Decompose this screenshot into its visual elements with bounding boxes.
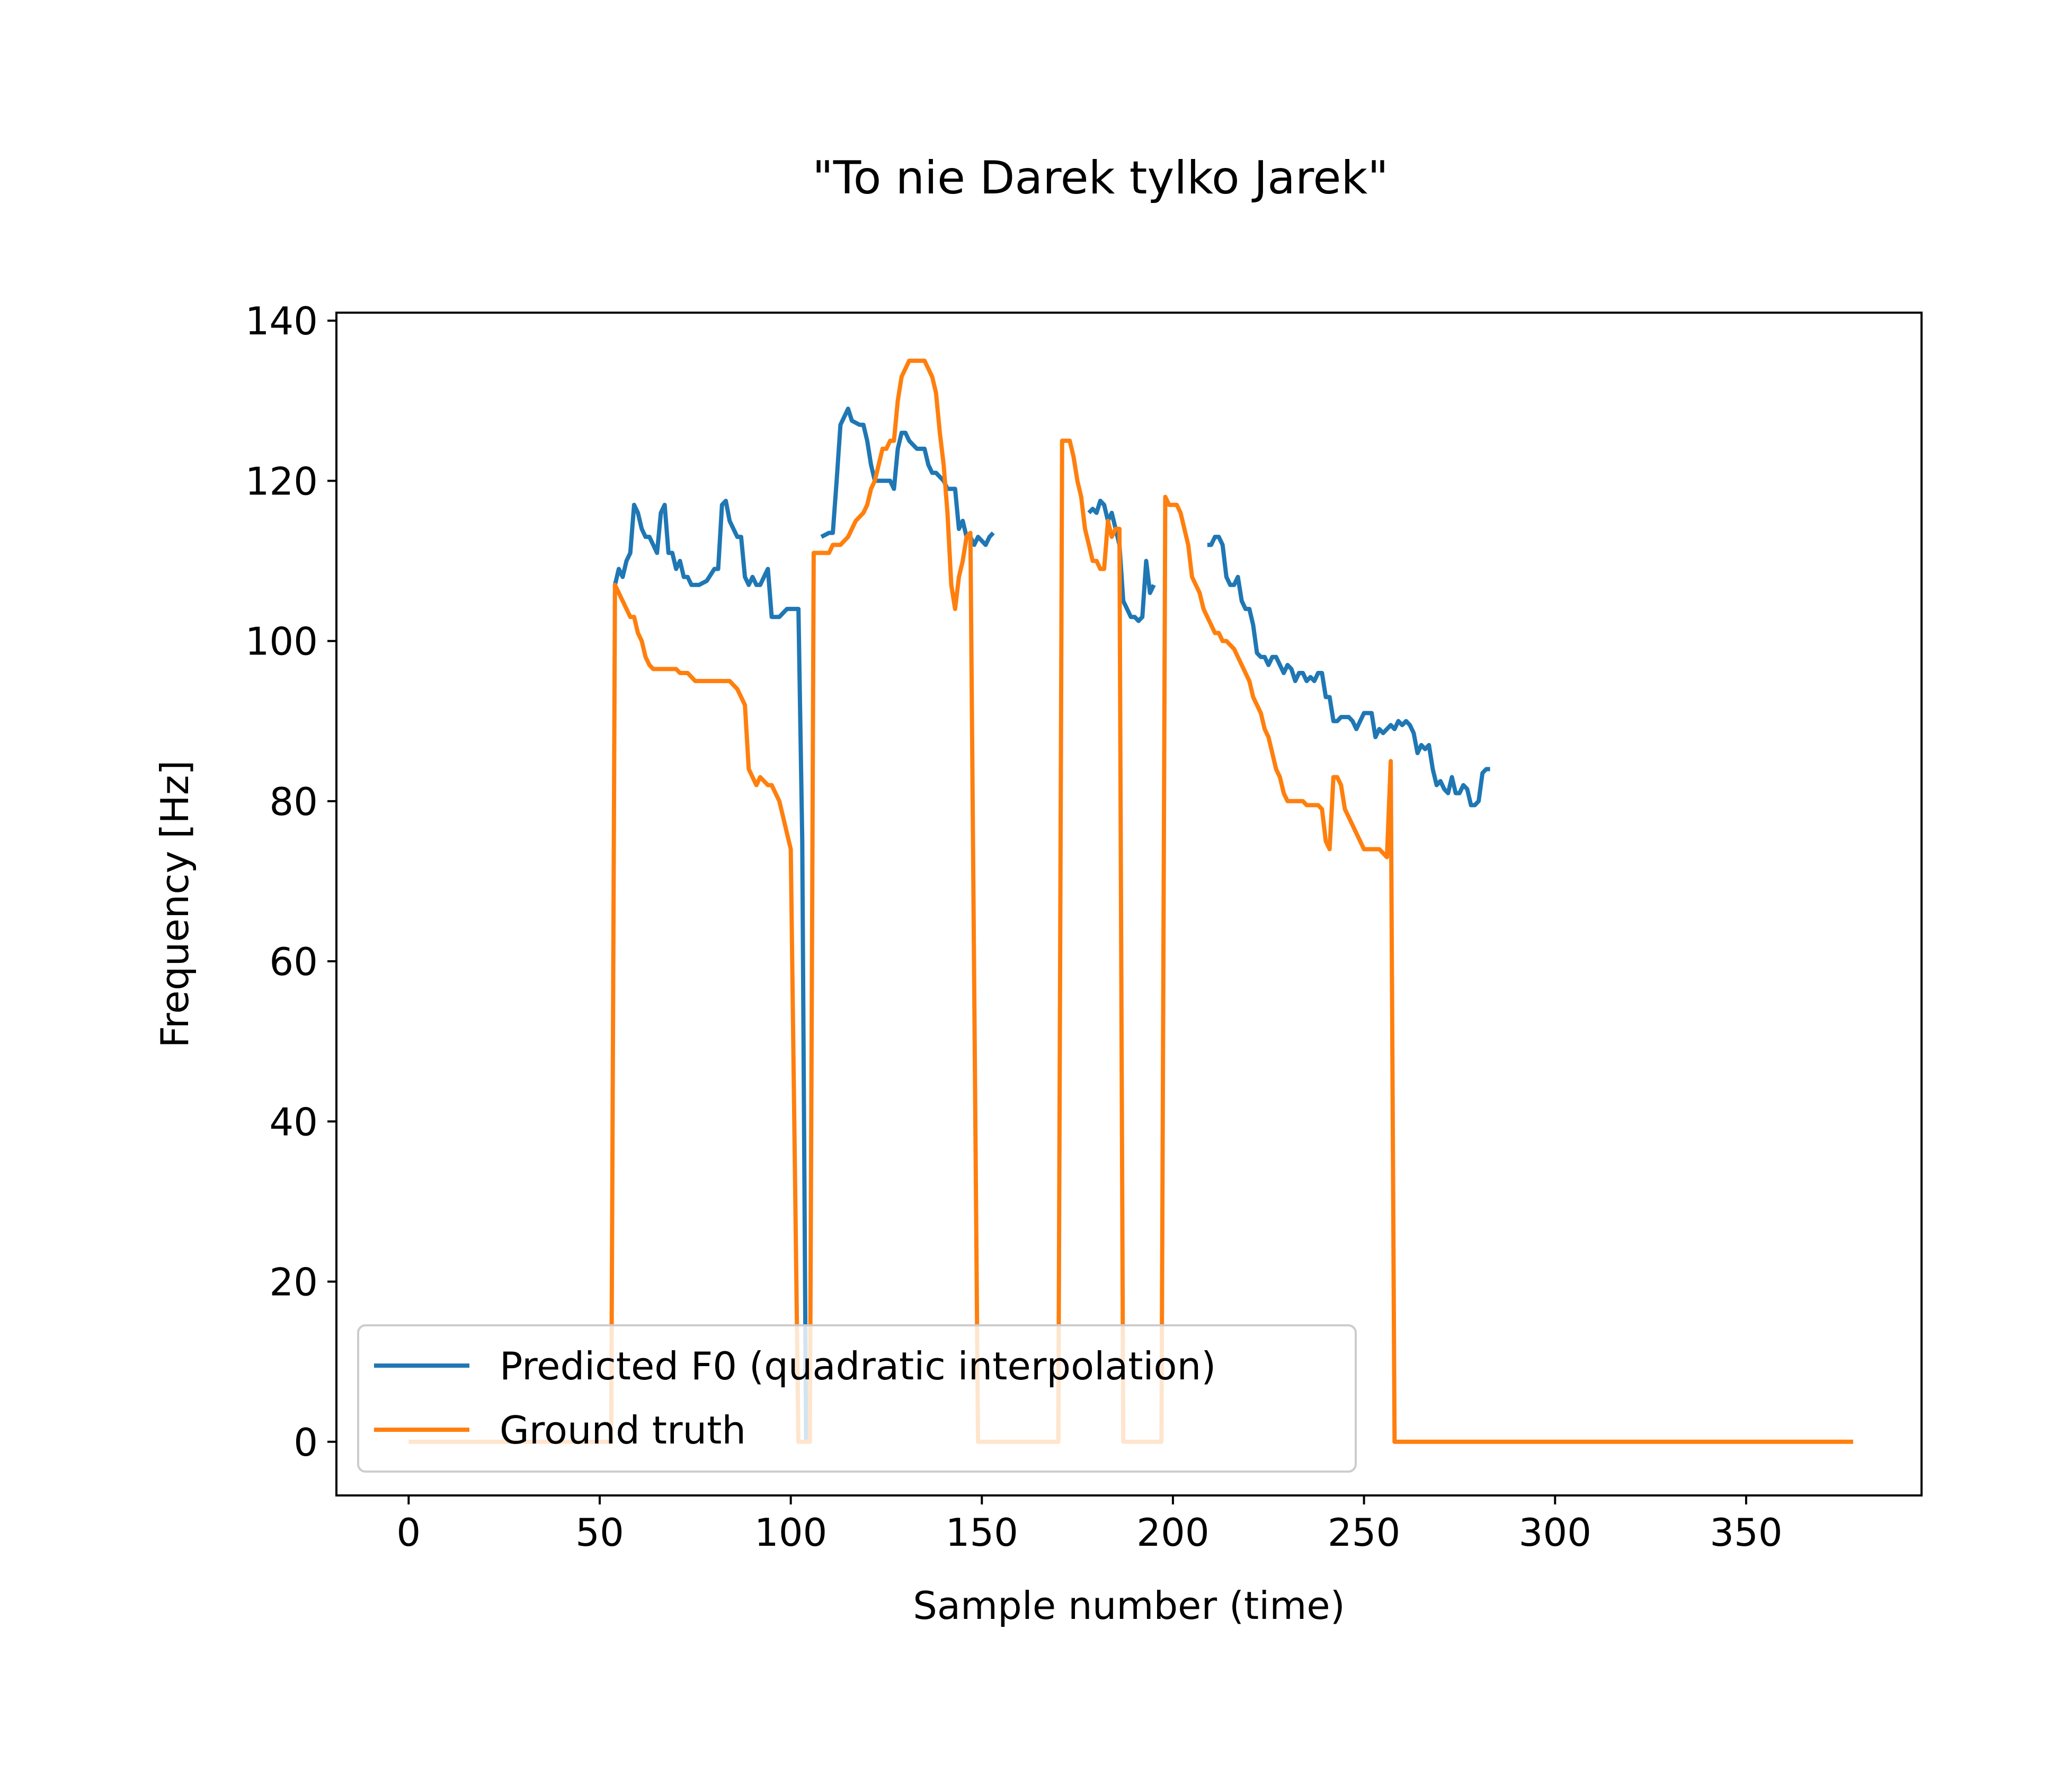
chart-title: "To nie Darek tylko Jarek" [812,152,1389,205]
x-tick-label: 100 [754,1510,827,1555]
axes-frame [335,312,1923,1496]
axis-ticks: 0 50 100 150 200 250 300 350 0 20 40 60 80 100 120 140 [245,299,1783,1555]
x-tick-label: 0 [396,1510,421,1555]
x-tick-label: 250 [1328,1510,1400,1555]
x-tick-label: 350 [1710,1510,1782,1555]
plot-area [408,358,1853,1444]
x-axis-label: Sample number (time) [913,1583,1345,1628]
y-tick-label: 40 [269,1100,318,1144]
legend-label-ground-truth: Ground truth [500,1408,746,1453]
legend-box [357,1324,1357,1473]
y-tick-label: 140 [245,299,318,343]
y-tick-label: 0 [294,1420,318,1465]
series-line-predicted-f0-3 [1207,535,1490,808]
legend-label-predicted: Predicted F0 (quadratic interpolation) [500,1344,1216,1388]
y-tick-label: 100 [245,619,318,664]
x-tick-label: 300 [1519,1510,1591,1555]
x-tick-label: 150 [946,1510,1018,1555]
y-tick-label: 120 [245,459,318,503]
y-axis-label: Frequency [Hz] [153,760,197,1048]
legend: Predicted F0 (quadratic interpolation) G… [357,1324,1357,1473]
x-tick-label: 50 [575,1510,624,1555]
y-tick-label: 80 [269,780,318,824]
y-tick-label: 20 [269,1260,318,1305]
x-tick-label: 200 [1136,1510,1209,1555]
y-tick-label: 60 [269,940,318,984]
series-line-predicted-f0-0 [612,499,808,1442]
series-line-ground-truth-0 [408,358,1853,1444]
